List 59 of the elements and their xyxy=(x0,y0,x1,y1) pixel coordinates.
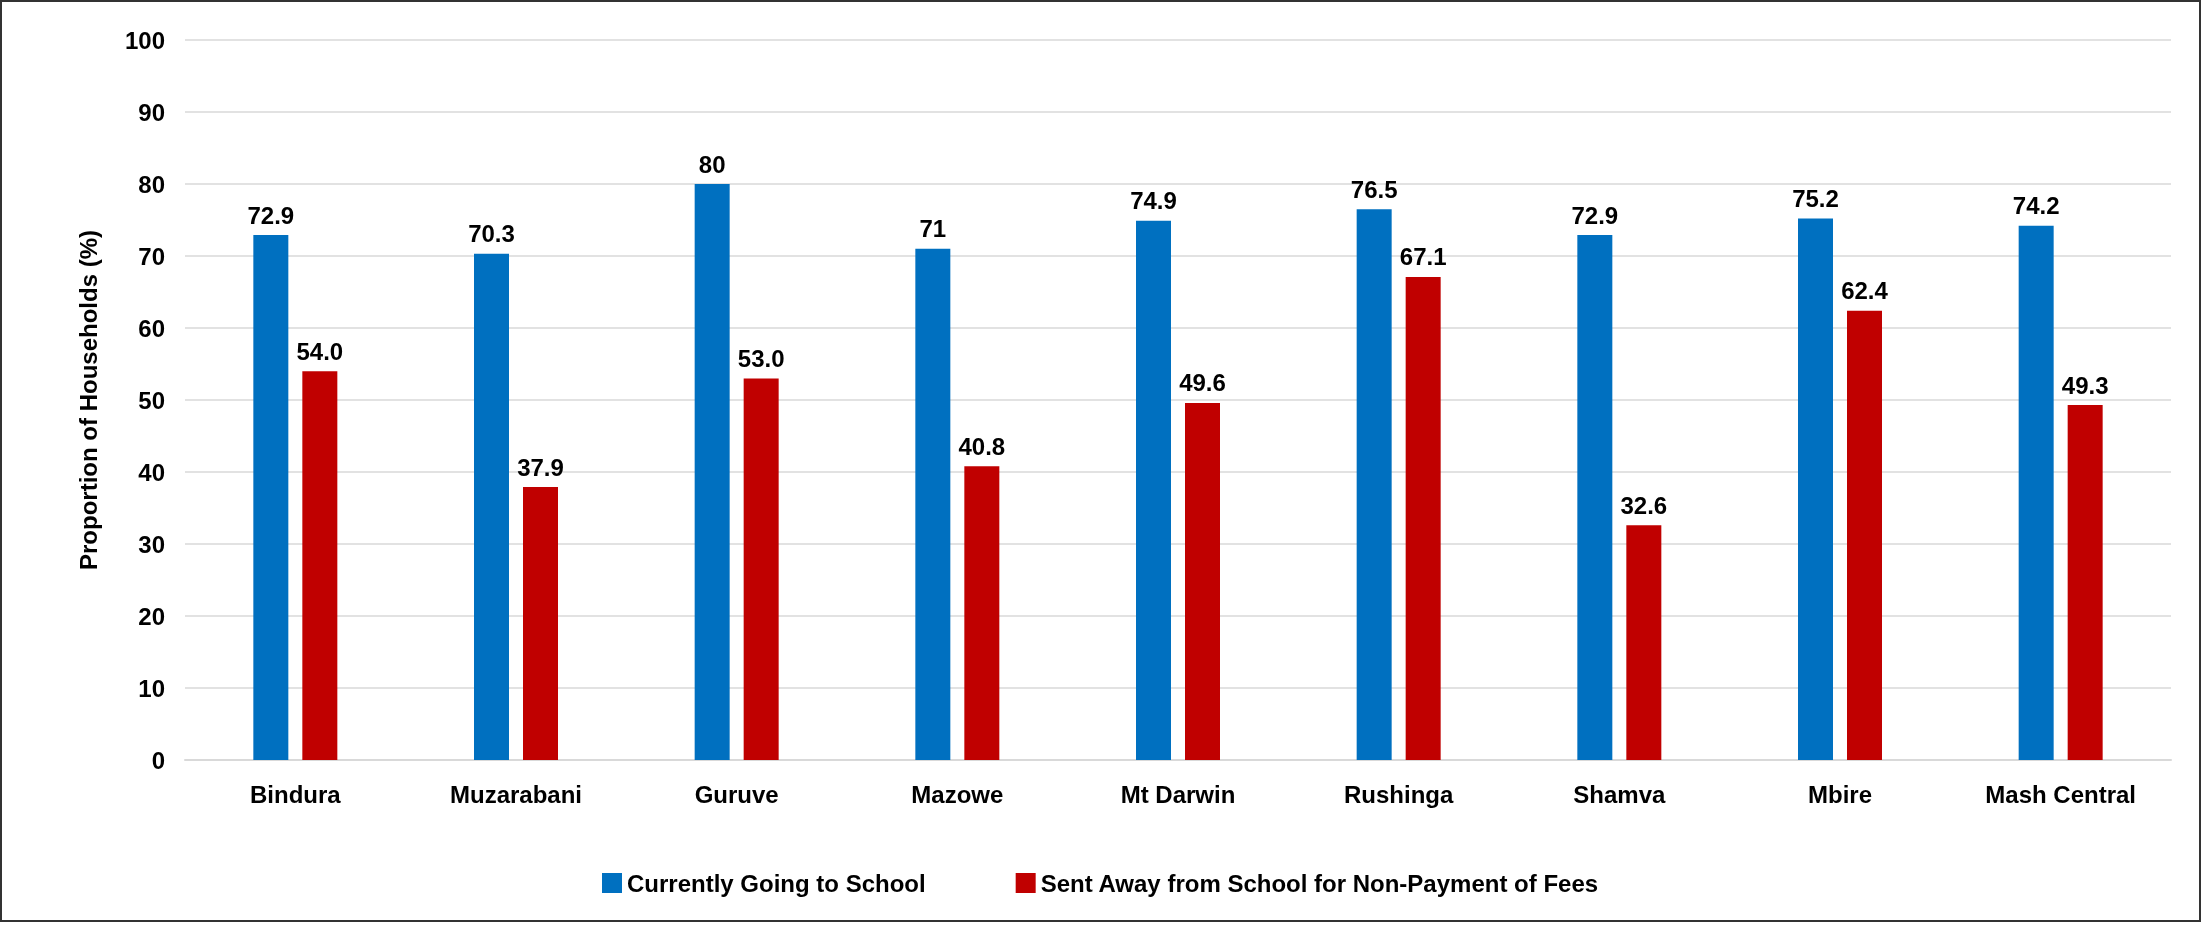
bar xyxy=(523,487,558,760)
y-tick-label: 60 xyxy=(138,314,165,342)
data-label: 71 xyxy=(919,215,947,243)
data-label: 72.9 xyxy=(247,201,295,229)
bar xyxy=(474,253,509,760)
data-label: 54.0 xyxy=(296,337,344,365)
data-label: 32.6 xyxy=(1620,491,1668,519)
data-label: 49.3 xyxy=(2061,371,2109,399)
x-tick-label: Shamva xyxy=(1573,780,1667,808)
bar xyxy=(1577,235,1613,760)
data-label: 62.4 xyxy=(1841,277,1889,305)
data-label: 70.3 xyxy=(468,220,515,248)
y-tick-label: 20 xyxy=(138,602,165,630)
x-tick-label: Mbire xyxy=(1807,780,1873,808)
data-label: 40.8 xyxy=(958,432,1006,460)
bar xyxy=(964,466,1000,760)
bar xyxy=(1626,525,1662,760)
bar xyxy=(1405,276,1441,760)
bar xyxy=(1356,209,1392,760)
bar xyxy=(2018,225,2054,760)
legend-label: Currently Going to School xyxy=(627,869,926,897)
x-tick-label: Muzarabani xyxy=(449,780,583,808)
data-label: 75.2 xyxy=(1792,185,1839,213)
y-tick-label: 50 xyxy=(138,386,165,414)
y-axis-title: Proportion of Households (%) xyxy=(74,230,102,570)
bar xyxy=(1847,310,1882,760)
data-label: 74.9 xyxy=(1130,187,1177,215)
x-tick-label: Mash Central xyxy=(1985,780,2137,808)
x-tick-label: Rushinga xyxy=(1343,780,1454,808)
y-tick-label: 80 xyxy=(138,170,165,198)
y-tick-label: 0 xyxy=(151,746,165,774)
bar xyxy=(1136,220,1171,760)
y-tick-label: 30 xyxy=(138,530,165,558)
y-tick-label: 90 xyxy=(138,98,165,126)
x-tick-label: Mazowe xyxy=(911,780,1004,808)
bar xyxy=(915,248,951,760)
bar xyxy=(302,371,338,760)
data-label: 76.5 xyxy=(1350,175,1398,203)
bar xyxy=(1185,402,1220,760)
y-tick-label: 100 xyxy=(124,26,165,54)
x-tick-label: Mt Darwin xyxy=(1120,780,1236,808)
data-label: 49.6 xyxy=(1179,369,1226,397)
data-label: 80 xyxy=(698,150,726,178)
y-tick-label: 70 xyxy=(138,242,165,270)
legend-label: Sent Away from School for Non-Payment of Fees xyxy=(1040,869,1599,897)
data-label: 37.9 xyxy=(517,453,564,481)
data-label: 53.0 xyxy=(737,344,785,372)
bar xyxy=(2067,405,2103,760)
data-label: 72.9 xyxy=(1571,201,1619,229)
x-tick-label: Bindura xyxy=(250,780,342,808)
bar xyxy=(1798,218,1833,760)
bar xyxy=(694,184,730,760)
x-tick-label: Guruve xyxy=(694,780,779,808)
data-label: 74.2 xyxy=(2012,192,2060,220)
y-tick-label: 10 xyxy=(138,674,165,702)
data-label: 67.1 xyxy=(1399,243,1447,271)
bar xyxy=(743,378,779,760)
y-tick-label: 40 xyxy=(138,458,165,486)
bar xyxy=(253,235,289,760)
